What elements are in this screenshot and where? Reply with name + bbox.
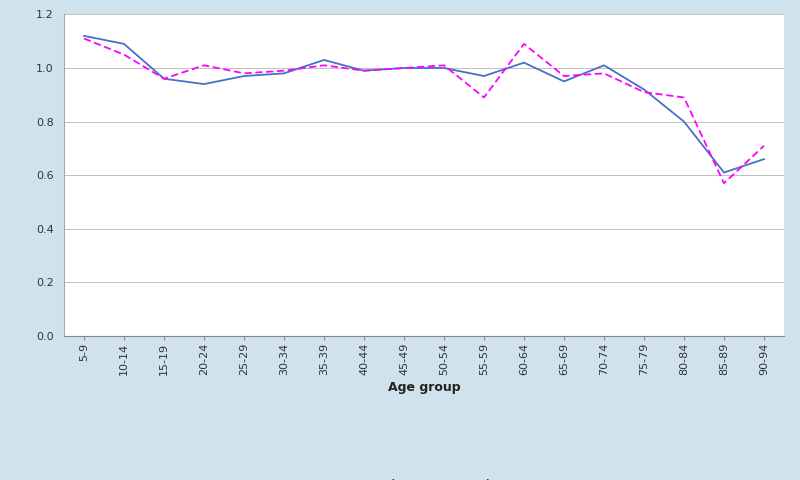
Females	[639, 89, 649, 95]
Males	[319, 57, 329, 63]
Females	[159, 76, 169, 82]
Males	[359, 68, 369, 73]
Males	[439, 65, 449, 71]
Males	[159, 76, 169, 82]
Females	[759, 143, 769, 149]
Females	[119, 52, 129, 58]
Line: Females: Females	[84, 38, 764, 183]
Males	[559, 79, 569, 84]
Females	[279, 68, 289, 73]
Legend: Males, Females: Males, Females	[338, 474, 510, 480]
Females	[479, 95, 489, 100]
Line: Males: Males	[84, 36, 764, 172]
Females	[439, 62, 449, 68]
Males	[279, 71, 289, 76]
Males	[119, 41, 129, 47]
Males	[719, 169, 729, 175]
Females	[679, 95, 689, 100]
Males	[759, 156, 769, 162]
Males	[399, 65, 409, 71]
Females	[599, 71, 609, 76]
Males	[519, 60, 529, 65]
Males	[199, 81, 209, 87]
Males	[639, 86, 649, 92]
Females	[239, 71, 249, 76]
Females	[559, 73, 569, 79]
Males	[479, 73, 489, 79]
Females	[399, 65, 409, 71]
Males	[239, 73, 249, 79]
Females	[79, 36, 89, 41]
Females	[519, 41, 529, 47]
Females	[199, 62, 209, 68]
Males	[679, 119, 689, 124]
X-axis label: Age group: Age group	[388, 381, 460, 394]
Females	[719, 180, 729, 186]
Females	[319, 62, 329, 68]
Males	[599, 62, 609, 68]
Females	[359, 68, 369, 73]
Males	[79, 33, 89, 39]
